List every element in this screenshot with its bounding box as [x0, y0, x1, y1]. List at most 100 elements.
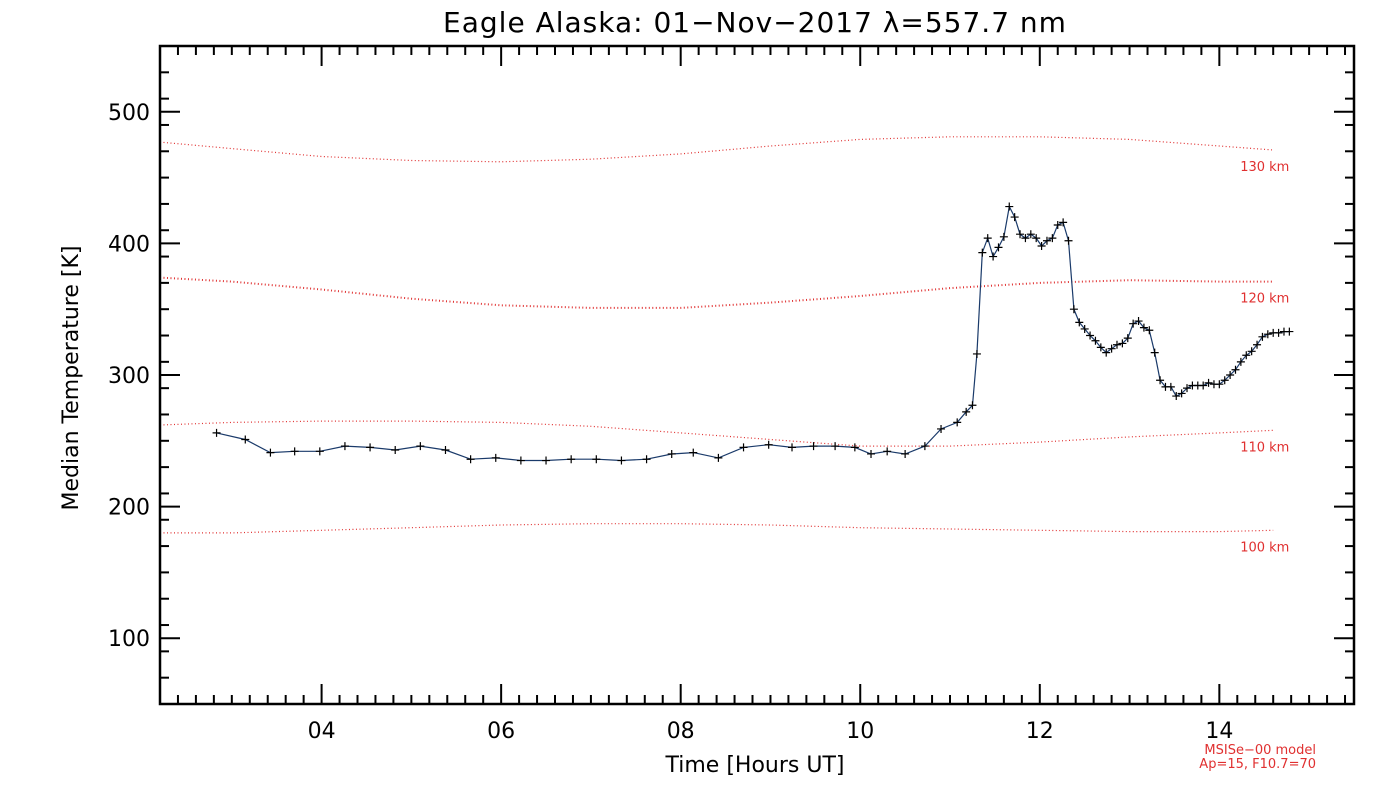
data-point [1253, 340, 1262, 349]
model-curve-label: 120 km [1240, 292, 1289, 307]
model-annotation-line1: MSISe−00 model [1204, 743, 1316, 758]
data-point [1118, 339, 1127, 348]
plot-axes: 04 06 08 10 12 14 100 200 300 400 500 [108, 44, 1356, 744]
data-point [1183, 384, 1192, 393]
data-point [764, 440, 773, 449]
data-point [972, 349, 981, 358]
data-point [850, 443, 859, 452]
data-point [1236, 357, 1245, 366]
data-point [542, 456, 551, 465]
data-point [567, 455, 576, 464]
data-point [1199, 381, 1208, 390]
data-point [1226, 371, 1235, 379]
data-point [968, 401, 977, 410]
data-point [920, 442, 929, 451]
x-tick-label: 10 [846, 719, 874, 744]
data-point [1107, 344, 1116, 353]
data-point [466, 455, 475, 464]
model-reference-curves: 100 km 110 km 120 km 130 km [159, 136, 1289, 555]
data-point [1096, 343, 1105, 352]
data-point [983, 234, 992, 243]
chart-title: Eagle Alaska: 01−Nov−2017 λ=557.7 nm [443, 6, 1067, 39]
model-curve-label: 130 km [1240, 160, 1289, 175]
data-point [1064, 236, 1073, 245]
data-point [1048, 234, 1057, 243]
data-point [1215, 380, 1224, 389]
data-point [212, 428, 221, 437]
data-point [1139, 323, 1148, 332]
data-point [1247, 347, 1256, 356]
data-point [1134, 317, 1143, 326]
model-curve-130km [159, 136, 1274, 163]
model-curve-label: 110 km [1240, 440, 1289, 455]
data-point [1021, 234, 1030, 243]
data-point [1285, 327, 1294, 336]
y-axis-label: Median Temperature [K] [59, 246, 84, 511]
data-point [1010, 213, 1019, 222]
data-point [937, 424, 946, 433]
data-point [1220, 376, 1229, 385]
data-point [290, 447, 299, 456]
data-point [867, 449, 876, 458]
data-point [642, 455, 651, 464]
data-point [1080, 324, 1089, 333]
data-point [1037, 242, 1046, 251]
x-axis-label: Time [Hours UT] [665, 753, 845, 778]
data-point [1172, 392, 1181, 401]
data-point [962, 407, 971, 416]
data-point [1177, 389, 1186, 398]
x-tick-label: 12 [1026, 719, 1054, 744]
data-point [1069, 305, 1078, 314]
data-point [1274, 328, 1283, 337]
data-point [989, 252, 998, 261]
data-point [1086, 331, 1095, 340]
data-point [441, 446, 450, 455]
y-tick-label: 500 [108, 101, 150, 126]
data-series [212, 202, 1294, 465]
model-curve-110km [159, 420, 1274, 447]
series-line [216, 204, 1290, 462]
data-point [999, 232, 1008, 241]
data-point [1016, 230, 1025, 239]
data-point [809, 442, 818, 451]
data-point [953, 418, 962, 427]
data-point [901, 449, 910, 458]
data-point [831, 442, 840, 451]
data-point [315, 447, 324, 456]
data-point [1166, 382, 1175, 391]
y-tick-label: 200 [108, 496, 150, 521]
data-point [1113, 340, 1121, 349]
data-point [1242, 351, 1251, 360]
data-point [1145, 326, 1154, 335]
y-tick-label: 400 [108, 232, 150, 257]
y-tick-label: 300 [108, 364, 150, 389]
data-point [1231, 365, 1240, 374]
data-point [1204, 378, 1213, 387]
data-point [1129, 319, 1138, 328]
data-point [241, 435, 250, 444]
data-point [491, 453, 500, 462]
data-point [617, 456, 626, 465]
data-point [739, 443, 748, 452]
x-tick-label: 04 [308, 719, 336, 744]
data-point [1102, 348, 1111, 357]
data-point [366, 443, 375, 452]
data-point [1005, 202, 1014, 211]
x-tick-label: 08 [667, 719, 695, 744]
data-point [788, 443, 797, 452]
data-point [883, 447, 892, 456]
data-point [714, 453, 723, 462]
x-tick-label: 06 [487, 719, 515, 744]
data-point [1258, 332, 1267, 341]
data-point [689, 448, 698, 457]
data-point [1156, 376, 1165, 385]
data-point [1075, 318, 1084, 327]
y-tick-label: 100 [108, 627, 150, 652]
data-point [340, 442, 349, 451]
data-point [994, 243, 1003, 252]
data-point [1263, 330, 1272, 339]
data-point [266, 448, 275, 457]
model-curve-label: 100 km [1240, 540, 1289, 555]
